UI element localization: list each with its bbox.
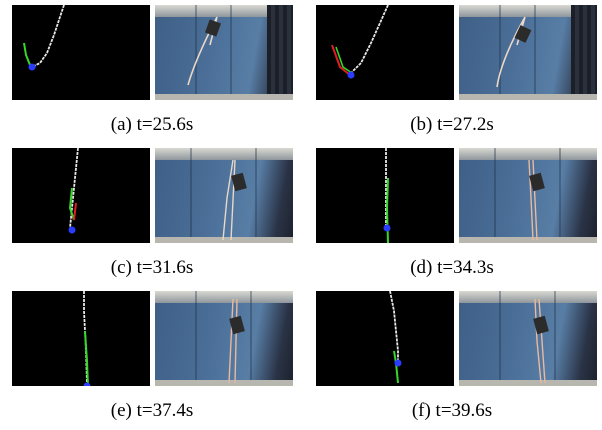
camera-photo-b <box>459 5 597 100</box>
camera-photo-a <box>155 5 293 100</box>
camera-photo-f <box>459 291 597 386</box>
caption-b: (b) t=27.2s <box>410 114 494 135</box>
rope-trace-f <box>389 291 402 384</box>
simulation-view-a <box>12 5 150 100</box>
caption-e: (e) t=37.4s <box>110 400 194 421</box>
simulation-view-b <box>316 5 454 100</box>
camera-photo-e <box>155 291 293 386</box>
simulation-view-f <box>316 291 454 386</box>
rope-trace-d <box>383 148 391 243</box>
simulation-view-d <box>316 148 454 243</box>
camera-photo-d <box>459 148 597 243</box>
camera-photo-c <box>155 148 293 243</box>
caption-a: (a) t=25.6s <box>110 114 194 135</box>
rope-trace-b <box>331 5 389 79</box>
caption-f: (f) t=39.6s <box>411 400 493 421</box>
caption-d: (d) t=34.3s <box>410 257 494 278</box>
simulation-view-e <box>12 291 150 386</box>
rope-trace-e <box>83 291 91 386</box>
simulation-view-c <box>12 148 150 243</box>
caption-c: (c) t=31.6s <box>110 257 194 278</box>
rope-trace-c <box>68 148 79 234</box>
rope-trace-a <box>23 5 65 71</box>
